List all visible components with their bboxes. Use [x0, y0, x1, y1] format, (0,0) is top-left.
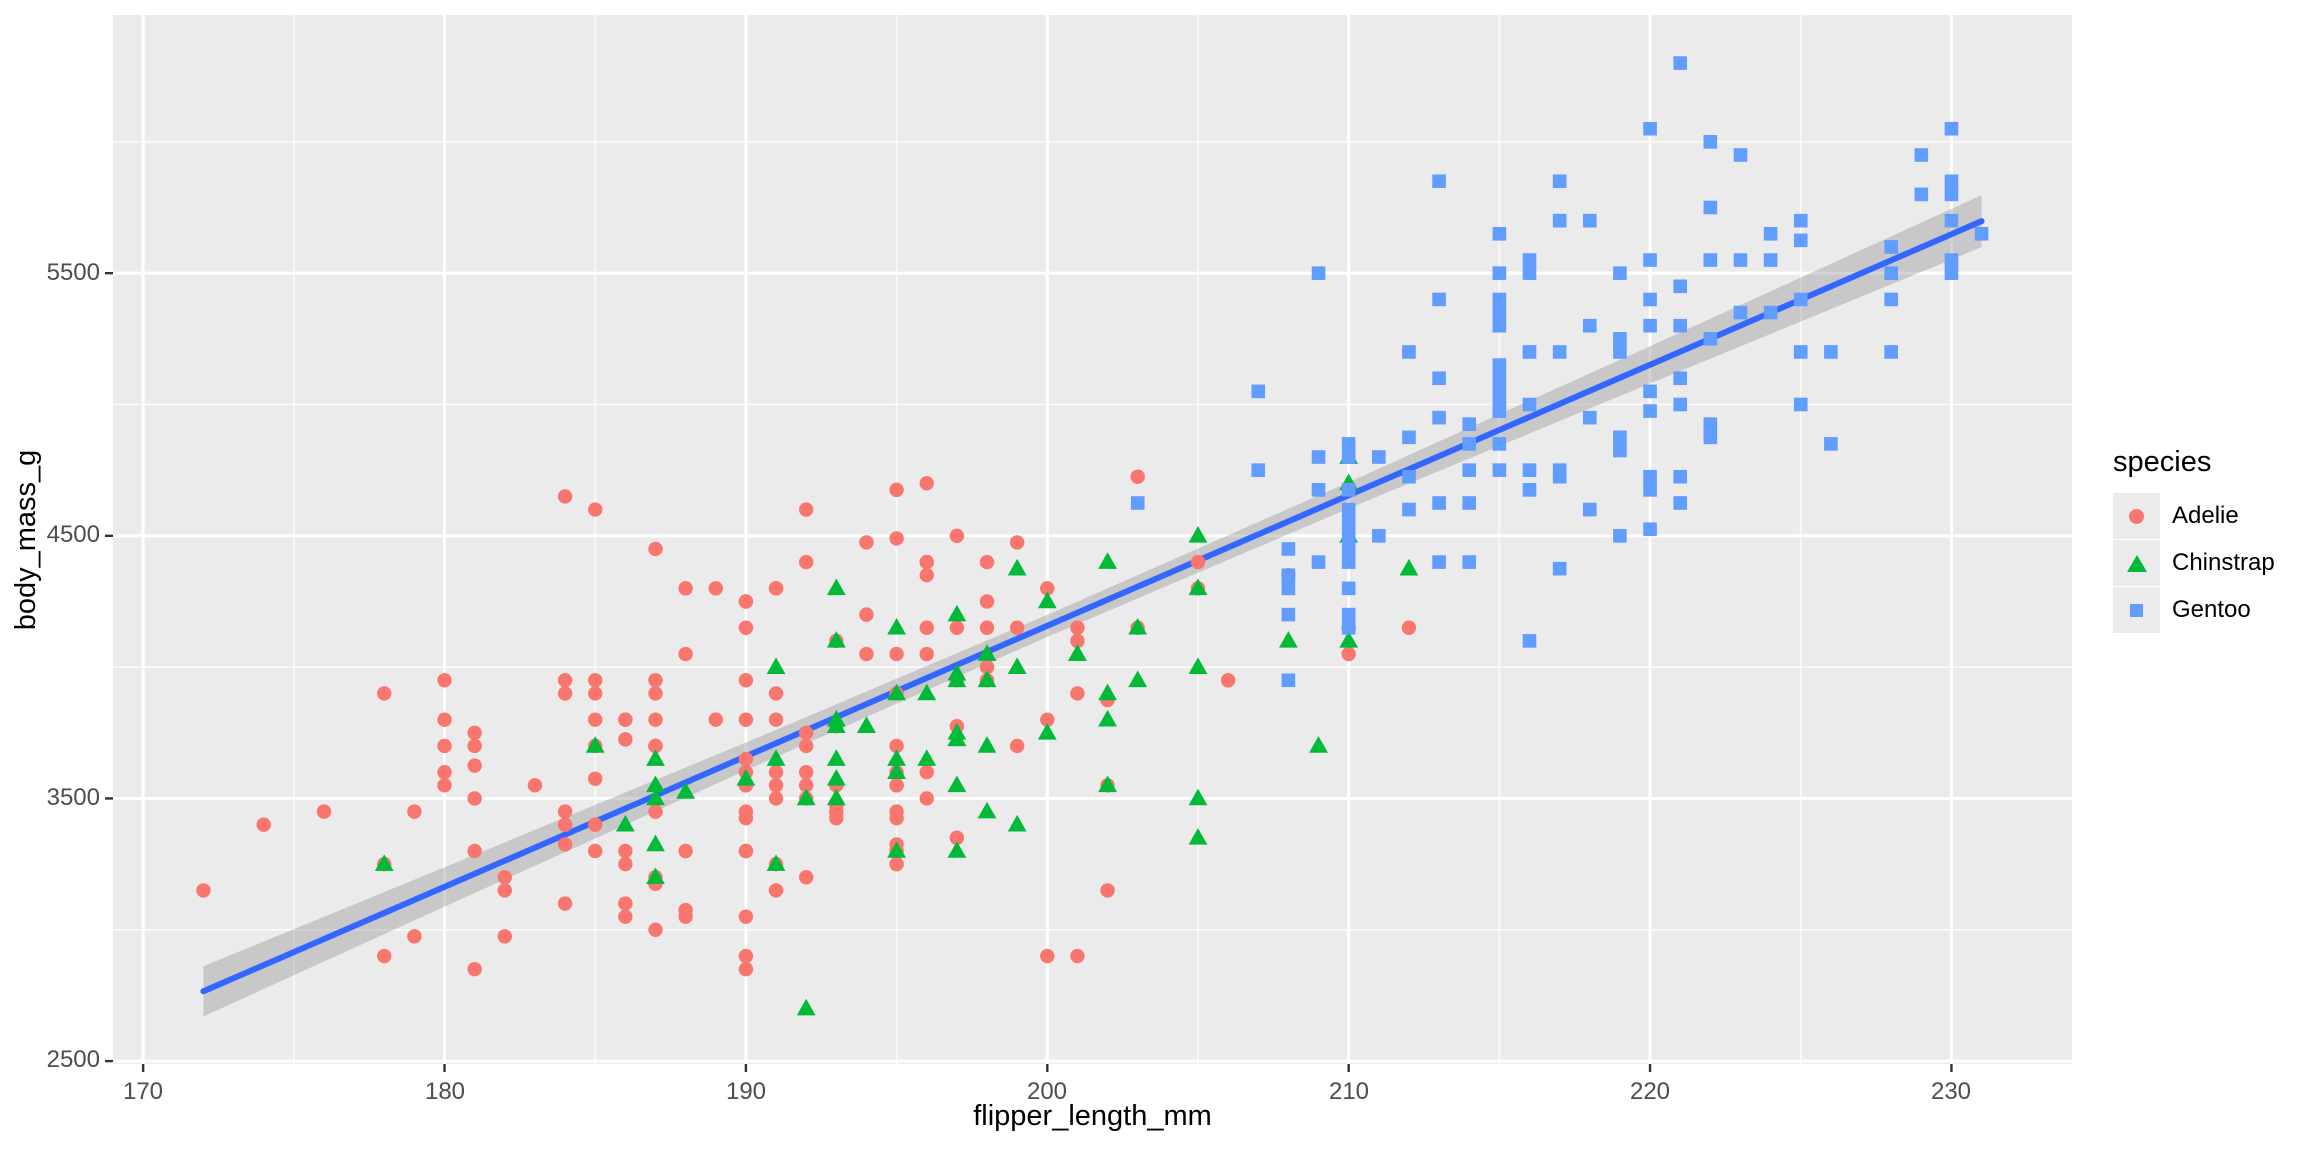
- x-tick-label: 210: [1328, 1078, 1370, 1105]
- x-axis-title: flipper_length_mm: [973, 1100, 1212, 1132]
- y-tick-label: 4500: [46, 521, 100, 548]
- x-tick-label: 190: [725, 1078, 767, 1105]
- x-tick-label: 180: [424, 1078, 466, 1105]
- y-tick-label: 5500: [46, 259, 100, 286]
- x-tick-label: 170: [122, 1078, 164, 1105]
- legend-title: species: [2113, 446, 2212, 478]
- legend-label-adelie: Adelie: [2172, 502, 2239, 529]
- y-tick-label: 2500: [46, 1046, 100, 1073]
- gentoo-square-icon: [2130, 604, 2143, 617]
- x-tick-label: 230: [1930, 1078, 1972, 1105]
- legend-key-adelie: [2113, 493, 2160, 539]
- adelie-circle-icon: [2129, 509, 2144, 524]
- chinstrap-triangle-icon: [2127, 555, 2147, 572]
- y-axis-title: body_mass_g: [10, 449, 42, 631]
- legend-key-gentoo: [2113, 587, 2160, 633]
- x-tick-label: 220: [1629, 1078, 1671, 1105]
- y-tick-label: 3500: [46, 784, 100, 811]
- legend-label-gentoo: Gentoo: [2172, 596, 2251, 623]
- x-tick-label: 200: [1026, 1078, 1068, 1105]
- legend-label-chinstrap: Chinstrap: [2172, 549, 2275, 576]
- legend-key-chinstrap: [2113, 540, 2160, 586]
